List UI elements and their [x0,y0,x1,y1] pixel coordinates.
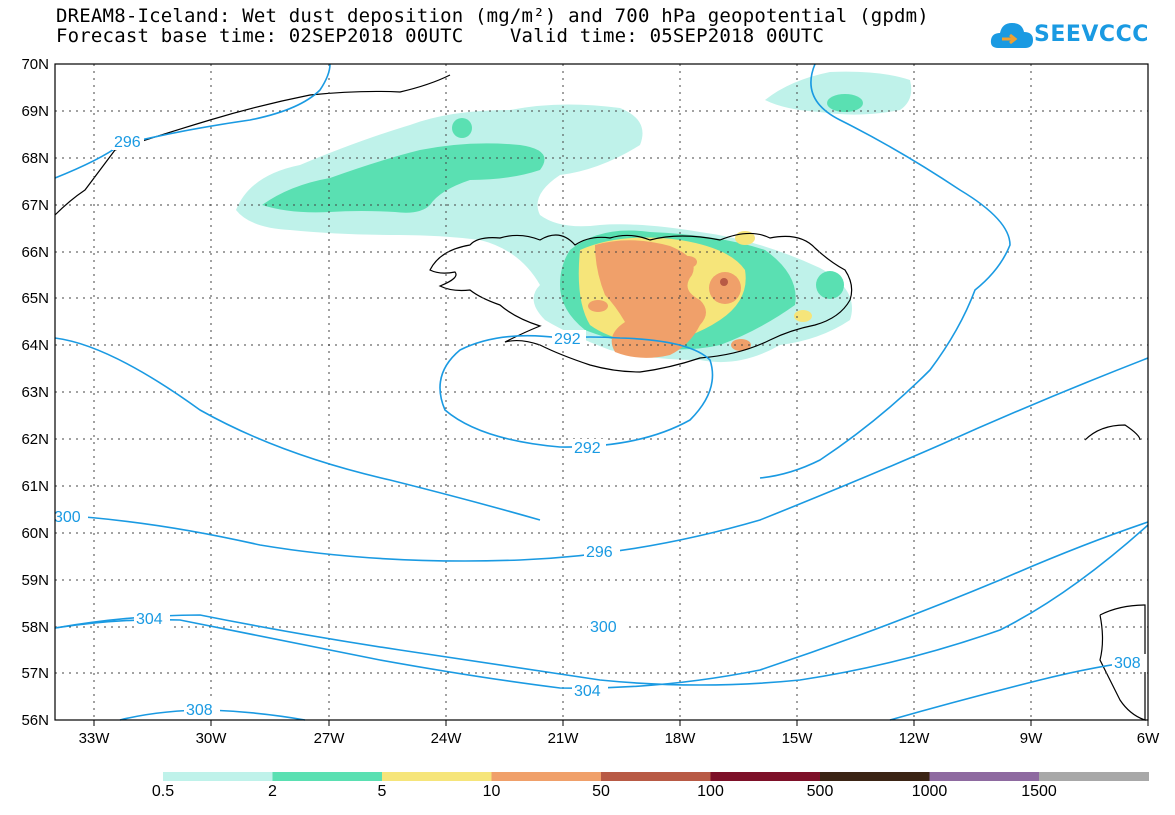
colorbar-threshold-label: 50 [592,783,610,800]
deposition-spot-brown [720,278,728,286]
deposition-spot-yellow-2 [794,310,812,322]
contour-label: 304 [136,611,163,628]
colorbar-swatch [491,772,602,781]
lat-label: 61N [21,478,49,495]
contour-labels: 296 292 292 300 296 304 300 304 308 308 [54,132,1148,719]
coastlines [54,74,1146,721]
lat-label: 69N [21,103,49,120]
lat-label: 60N [21,525,49,542]
deposition-spot-green-east [816,271,844,299]
lon-label: 9W [1020,730,1043,747]
latitude-labels: 70N 69N 68N 67N 66N 65N 64N 63N 62N 61N … [21,56,49,729]
lat-label: 56N [21,712,49,729]
seevccc-logo: SEEVCCC [990,18,1148,58]
lon-label: 27W [314,730,346,747]
lon-label: 15W [782,730,814,747]
lat-label: 68N [21,150,49,167]
deposition-spot-orange [709,272,741,304]
lat-label: 64N [21,337,49,354]
colorbar-threshold-label: 100 [697,783,724,800]
colorbar-swatch [163,772,273,781]
lat-label: 58N [21,619,49,636]
lon-label: 21W [548,730,580,747]
lon-label: 33W [79,730,111,747]
colorbar-threshold-label: 1000 [911,783,948,800]
contour-label: 308 [1114,655,1141,672]
deposition-area-orange [595,240,706,358]
contour-label: 308 [186,702,213,719]
contour-300 [54,524,1149,686]
deposition-spot-green [452,118,472,138]
colorbar-threshold-label: 5 [377,783,387,800]
contour-296 [54,357,1149,562]
colorbar-threshold-label: 10 [482,783,501,800]
deposition-area-light-north [765,71,912,115]
cloud-arrow-icon [990,23,1033,48]
deposition-spot-green-north [827,94,863,112]
contour-label: 292 [554,331,581,348]
colorbar-swatch [820,772,930,781]
lat-label: 65N [21,290,49,307]
contour-label: 304 [574,683,601,700]
lat-label: 67N [21,197,49,214]
iceland-coastline [429,232,853,373]
map-frame [54,63,1149,721]
contour-label: 296 [114,134,141,151]
contour-300-west [54,337,541,521]
colorbar-threshold-label: 2 [268,783,277,800]
lat-label: 59N [21,572,49,589]
colorbar-threshold-label: 1500 [1021,783,1057,800]
lon-label: 24W [431,730,463,747]
tick-marks [93,720,1149,726]
colorbar-swatch [601,772,711,781]
lat-label: 57N [21,665,49,682]
colorbar-threshold-label: 500 [806,783,834,800]
longitude-labels: 33W 30W 27W 24W 21W 18W 15W 12W 9W 6W [79,730,1161,747]
lat-label: 70N [21,56,49,73]
lon-label: 30W [196,730,228,747]
contour-label: 292 [574,440,601,457]
contour-label: 300 [54,509,81,526]
faroe-scotland-coastline [1084,424,1146,721]
colorbar-swatch [710,772,821,781]
deposition-spot-orange-3 [588,300,608,312]
contour-label: 300 [590,619,617,636]
deposition-spot-orange-2 [679,256,697,268]
deposition-area-green [262,143,545,213]
lat-label: 62N [21,431,49,448]
chart-title: DREAM8-Iceland: Wet dust deposition (mg/… [56,5,929,27]
logo-text: SEEVCCC [1034,22,1149,47]
lat-label: 63N [21,384,49,401]
colorbar-swatch [1039,772,1149,781]
lon-label: 6W [1137,730,1160,747]
grid-lines [55,64,1148,720]
colorbar-swatch [272,772,383,781]
greenland-coastline [54,74,451,216]
contour-308-east [889,659,1149,721]
lat-label: 66N [21,244,49,261]
lon-label: 12W [899,730,931,747]
lon-label: 18W [665,730,697,747]
colorbar [163,772,1149,781]
forecast-times: Forecast base time: 02SEP2018 00UTC Vali… [56,25,825,47]
contour-label: 296 [586,544,613,561]
colorbar-threshold-label: 0.5 [151,783,175,800]
dust-deposition-shading [236,71,912,363]
colorbar-swatch [929,772,1040,781]
colorbar-swatch [382,772,492,781]
contour-296-north [54,63,331,179]
